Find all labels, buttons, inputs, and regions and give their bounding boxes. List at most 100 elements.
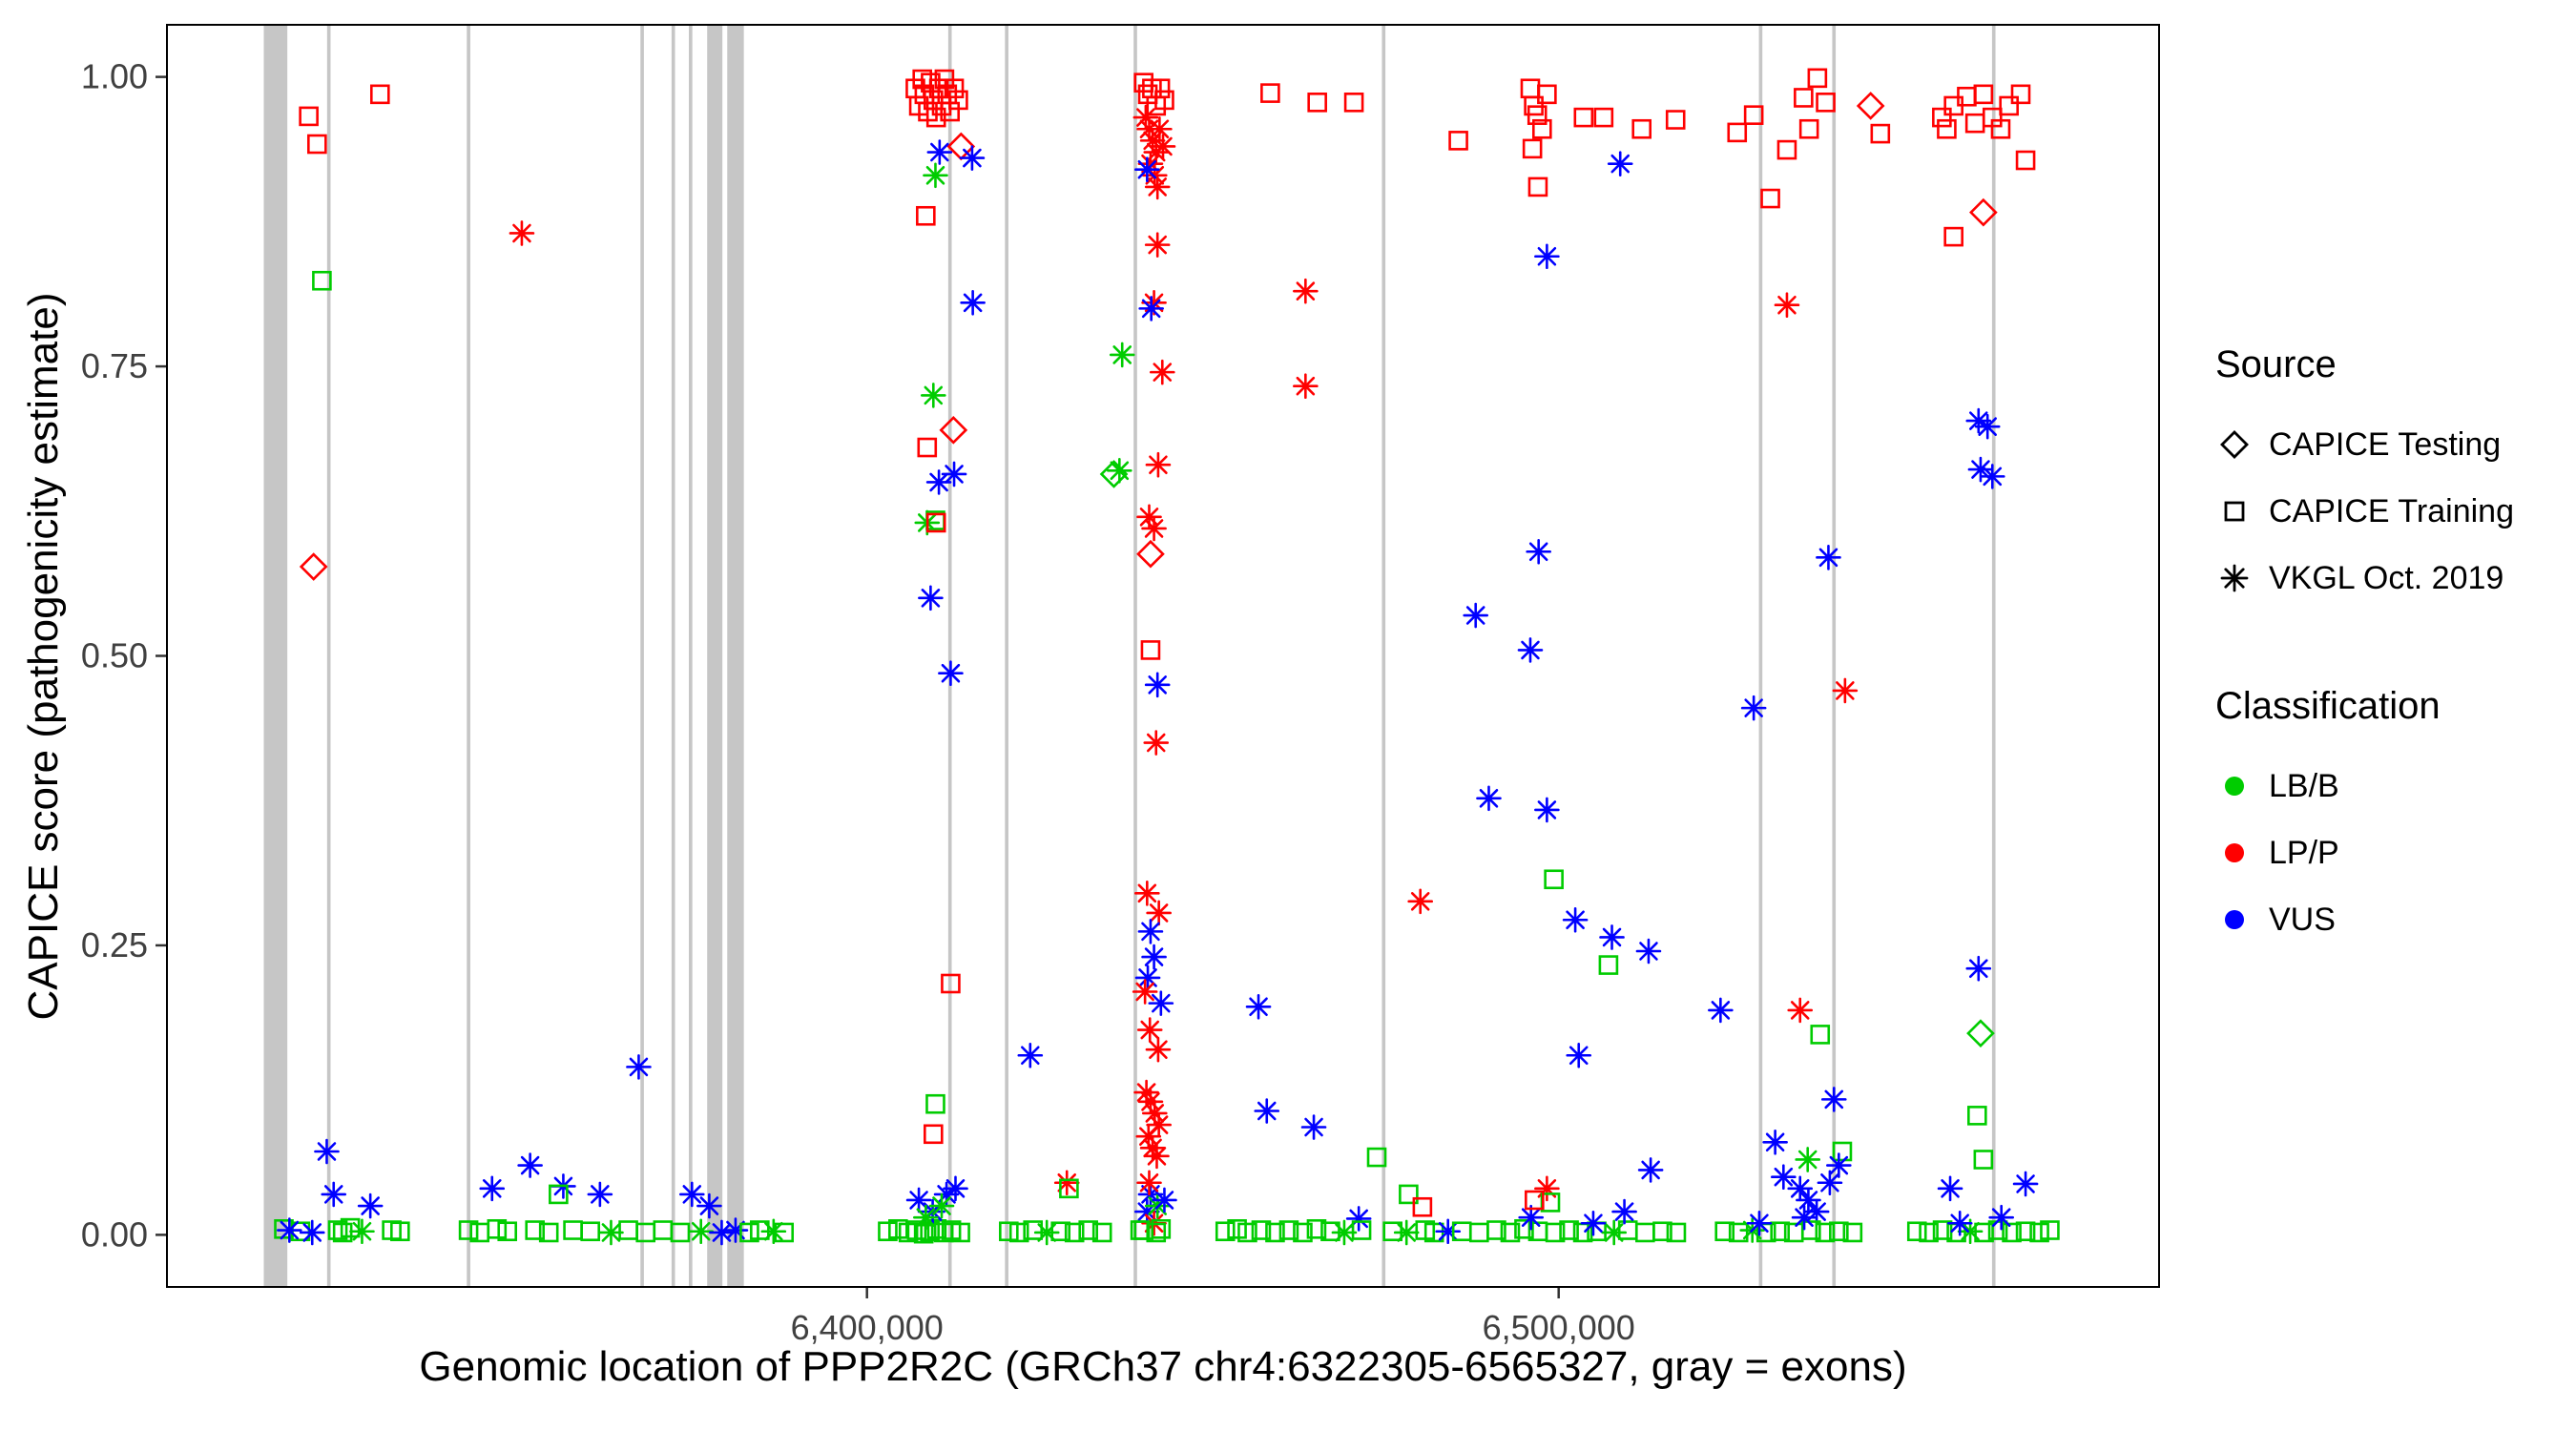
data-point	[1796, 1187, 1821, 1213]
legend-item-capice-testing: CAPICE Testing	[2215, 411, 2514, 478]
data-point	[1237, 1222, 1257, 1243]
data-point	[1136, 539, 1165, 569]
legend-label: VKGL Oct. 2019	[2269, 559, 2504, 596]
data-point	[1260, 83, 1280, 103]
data-point	[1152, 1187, 1177, 1213]
data-point	[2029, 1222, 2049, 1243]
legend-label: LP/P	[2269, 834, 2339, 871]
data-point	[1307, 93, 1327, 113]
data-point	[959, 145, 986, 171]
data-point	[1293, 1222, 1313, 1243]
data-point	[1601, 1219, 1627, 1246]
data-point	[1599, 924, 1625, 950]
data-point	[944, 78, 965, 99]
data-point	[1146, 900, 1172, 926]
data-point	[1306, 1219, 1327, 1239]
data-point	[1974, 413, 2001, 440]
x-tick-label: 6,500,000	[1483, 1308, 1635, 1347]
data-point	[1919, 1222, 1939, 1243]
data-point	[1635, 1222, 1655, 1243]
data-point	[1771, 1164, 1797, 1190]
data-point	[670, 1222, 691, 1243]
data-point	[1856, 92, 1885, 120]
classification-dot	[2225, 777, 2244, 796]
data-point	[1810, 1025, 1831, 1045]
data-point	[939, 415, 968, 445]
legend-label: VUS	[2269, 901, 2336, 938]
data-point	[1091, 1222, 1112, 1243]
legend-classification-title: Classification	[2215, 685, 2441, 727]
data-point	[1798, 118, 1819, 139]
data-point	[580, 1221, 601, 1242]
data-point	[1150, 134, 1176, 159]
data-point	[1817, 1170, 1843, 1196]
data-point	[299, 1219, 325, 1246]
data-point	[1525, 1190, 1545, 1211]
exon-band	[671, 25, 675, 1287]
data-point	[1517, 637, 1544, 663]
data-point	[1559, 1220, 1579, 1240]
data-point	[549, 1184, 569, 1205]
data-point	[1518, 1204, 1544, 1231]
data-point	[458, 1220, 479, 1240]
data-point	[1137, 919, 1164, 944]
data-point	[1146, 1222, 1167, 1243]
data-point	[1826, 1152, 1852, 1178]
data-point	[960, 290, 986, 316]
data-point	[938, 660, 964, 687]
data-point	[1293, 278, 1319, 304]
data-point	[888, 1219, 908, 1239]
data-point	[1999, 95, 2019, 116]
data-point	[948, 90, 968, 111]
data-point	[1300, 1114, 1327, 1140]
data-point	[1969, 197, 1998, 227]
data-point	[1973, 1150, 1994, 1170]
data-point	[1526, 538, 1551, 565]
data-point	[1399, 1184, 1419, 1205]
data-point	[1979, 464, 2005, 489]
data-point	[1573, 107, 1594, 128]
data-point	[1714, 1221, 1735, 1242]
y-tick-label: 0.00	[81, 1214, 148, 1254]
data-point	[1665, 110, 1686, 130]
classification-dot	[2225, 843, 2244, 862]
data-point	[1967, 1106, 1987, 1126]
data-point	[1130, 1220, 1151, 1240]
data-point	[1278, 1220, 1299, 1240]
x-axis-title: Genomic location of PPP2R2C (GRCh37 chr4…	[419, 1343, 1907, 1390]
data-point	[1520, 78, 1541, 99]
asterisk-icon	[2220, 564, 2249, 592]
data-point	[1637, 1157, 1664, 1183]
data-point	[941, 973, 961, 994]
data-point	[598, 1219, 624, 1246]
data-point	[1932, 1220, 1953, 1240]
data-point	[1150, 78, 1171, 99]
data-point	[1476, 785, 1502, 812]
data-point	[1109, 342, 1135, 368]
data-point	[1776, 139, 1797, 160]
data-point	[1795, 1147, 1820, 1172]
data-point	[1136, 1170, 1162, 1196]
y-tick-label: 1.00	[81, 57, 148, 96]
data-point	[1147, 115, 1173, 142]
legend-item-vkgl: VKGL Oct. 2019	[2215, 545, 2514, 612]
blue-dot-icon	[2225, 910, 2244, 929]
exon-band	[640, 25, 644, 1287]
data-point	[1050, 1221, 1070, 1242]
legend-label: LB/B	[2269, 767, 2339, 804]
data-point	[1652, 1221, 1672, 1242]
data-point	[1154, 90, 1174, 111]
data-point	[1562, 906, 1589, 933]
data-point	[722, 1217, 749, 1243]
exon-band	[727, 25, 744, 1287]
data-point	[1832, 677, 1859, 704]
data-point	[1412, 1196, 1433, 1217]
data-point	[1469, 1222, 1489, 1243]
data-point	[1974, 1222, 1994, 1243]
data-point	[1486, 1220, 1506, 1240]
data-point	[1760, 188, 1780, 209]
data-point	[487, 1219, 508, 1239]
data-point	[1906, 1221, 1927, 1242]
data-point	[1770, 1221, 1790, 1242]
data-point	[653, 1220, 674, 1240]
